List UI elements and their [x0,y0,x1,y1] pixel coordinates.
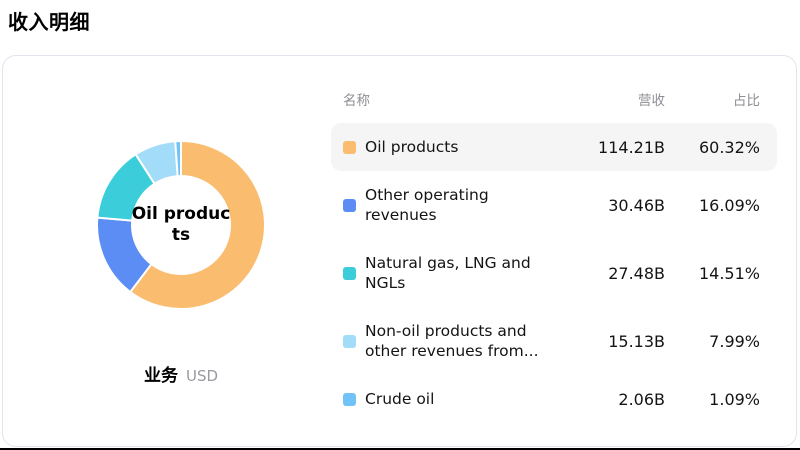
row-name: Non-oil products and other revenues from… [365,322,539,360]
header-revenue: 营收 [638,93,665,109]
donut-chart-svg [96,139,266,310]
row-revenue: 114.21B [598,137,665,157]
table-row[interactable]: Crude oil 2.06B 1.09% [331,375,777,423]
row-name: Crude oil [365,390,435,408]
series-color-swatch [343,140,356,154]
revenue-breakdown-card: Oil products 业务 USD 名称 营收 占比 Oil products… [2,55,797,447]
dimension-label: 业务 [143,366,178,386]
table-row[interactable]: Non-oil products and other revenues from… [331,307,777,375]
header-name: 名称 [343,93,370,109]
revenue-table: 名称 营收 占比 Oil products 114.21B 60.32% Oth… [331,81,777,423]
revenue-table-body: Oil products 114.21B 60.32% Other operat… [331,123,777,423]
donut-chart: Oil products [95,139,267,311]
series-color-swatch [343,392,356,406]
row-revenue: 15.13B [608,331,665,351]
row-name: Oil products [365,138,459,156]
row-share: 1.09% [709,389,760,409]
table-row[interactable]: Natural gas, LNG and NGLs 27.48B 14.51% [331,239,777,307]
row-revenue: 27.48B [608,263,665,283]
header-share: 占比 [733,93,760,109]
row-name: Natural gas, LNG and NGLs [365,254,531,292]
series-color-swatch [343,334,356,348]
row-share: 7.99% [709,331,760,351]
bottom-edge-bar [0,448,800,450]
donut-segment[interactable] [128,139,266,310]
row-share: 16.09% [698,195,760,215]
page-title: 收入明细 [8,10,90,34]
series-color-swatch [343,198,356,212]
table-header-row: 名称 营收 占比 [331,81,777,117]
chart-footer: 业务 USD [33,361,329,386]
donut-segment[interactable] [174,139,182,178]
currency-unit-label: USD [185,367,219,385]
row-revenue: 2.06B [618,389,665,409]
row-name: Other operating revenues [365,186,489,224]
row-share: 60.32% [698,137,760,157]
series-color-swatch [343,266,356,280]
table-row[interactable]: Oil products 114.21B 60.32% [331,123,777,171]
table-row[interactable]: Other operating revenues 30.46B 16.09% [331,171,777,239]
row-share: 14.51% [698,263,760,283]
row-revenue: 30.46B [608,195,665,215]
